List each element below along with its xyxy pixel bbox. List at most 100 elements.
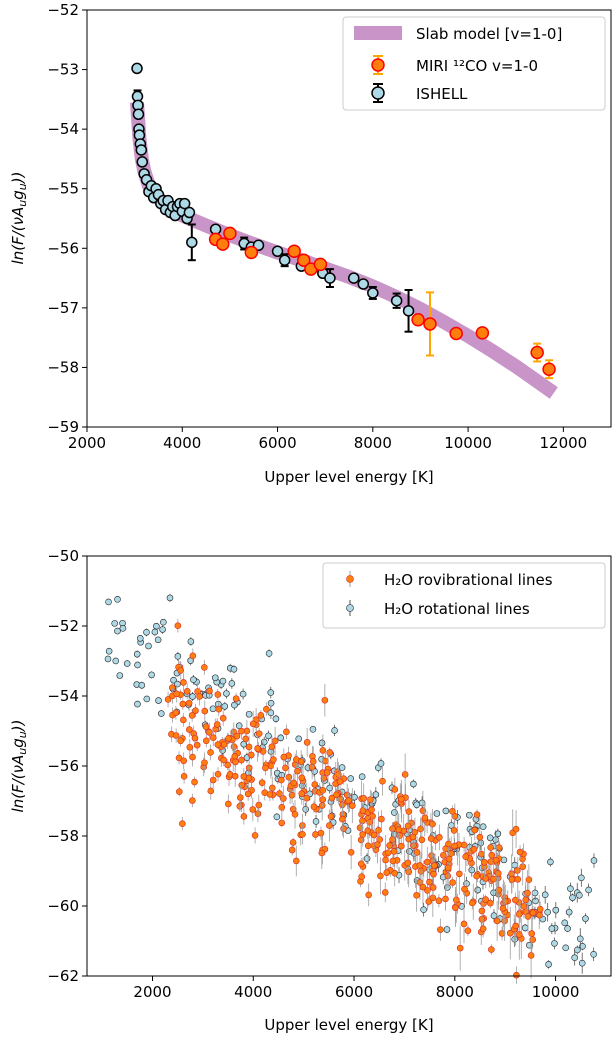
rovibrational-point bbox=[180, 757, 187, 765]
rovibrational-point bbox=[186, 726, 193, 733]
rovibrational-point bbox=[202, 723, 210, 730]
rovibrational-point bbox=[289, 839, 297, 846]
top-miri-points bbox=[208, 226, 556, 380]
legend-miri-marker bbox=[371, 58, 385, 72]
rovibrational-point bbox=[297, 758, 305, 765]
y-tick-label: −57 bbox=[47, 299, 79, 317]
rovibrational-point bbox=[191, 734, 199, 742]
rovibrational-point bbox=[292, 857, 300, 865]
rovibrational-point bbox=[248, 751, 255, 759]
rovibrational-point bbox=[481, 858, 488, 866]
rovibrational-point bbox=[524, 913, 532, 920]
rovibrational-point bbox=[423, 858, 431, 866]
rotational-point bbox=[209, 705, 217, 713]
rovibrational-point bbox=[219, 714, 227, 722]
rovibrational-point bbox=[404, 822, 412, 830]
rovibrational-point bbox=[501, 898, 509, 905]
rovibrational-point bbox=[413, 891, 420, 899]
x-tick-label: 10000 bbox=[532, 983, 580, 1001]
rotational-point bbox=[312, 818, 320, 825]
rotational-point bbox=[190, 676, 197, 683]
rovibrational-point bbox=[333, 791, 340, 799]
rotational-point bbox=[235, 722, 243, 730]
rovibrational-point bbox=[487, 899, 494, 907]
rovibrational-point bbox=[207, 787, 215, 795]
rovibrational-point bbox=[185, 699, 193, 707]
rovibrational-point bbox=[232, 758, 239, 766]
rovibrational-point bbox=[290, 779, 298, 787]
rovibrational-point bbox=[381, 889, 389, 896]
rovibrational-point bbox=[440, 851, 447, 859]
miri-point bbox=[244, 245, 259, 260]
rovibrational-point bbox=[383, 869, 391, 876]
top-x-axis-label: Upper level energy [K] bbox=[264, 468, 433, 486]
rovibrational-point bbox=[179, 820, 186, 827]
rotational-point bbox=[148, 671, 155, 679]
rovibrational-point bbox=[303, 794, 311, 802]
rovibrational-point bbox=[207, 749, 214, 756]
rovibrational-point bbox=[318, 802, 326, 809]
rovibrational-point bbox=[283, 728, 290, 736]
rotational-point bbox=[230, 665, 238, 673]
rovibrational-point bbox=[255, 730, 263, 737]
rovibrational-point bbox=[268, 743, 276, 751]
legend-slab-label: Slab model [v=1-0] bbox=[416, 25, 562, 43]
rotational-point bbox=[479, 823, 487, 830]
rovibrational-point bbox=[224, 761, 231, 769]
rovibrational-point bbox=[189, 652, 197, 660]
rovibrational-point bbox=[378, 815, 385, 823]
rovibrational-point bbox=[424, 887, 431, 894]
rotational-point bbox=[552, 906, 560, 914]
y-tick-label: −54 bbox=[47, 120, 79, 138]
rovibrational-point bbox=[469, 899, 476, 907]
rovibrational-point bbox=[347, 849, 355, 856]
rovibrational-point bbox=[201, 707, 209, 715]
rovibrational-point bbox=[326, 749, 334, 756]
rovibrational-point bbox=[498, 930, 506, 937]
rotational-point bbox=[541, 891, 549, 899]
rovibrational-point bbox=[322, 757, 329, 765]
rovibrational-point bbox=[391, 786, 399, 793]
rotational-point bbox=[114, 627, 121, 635]
rovibrational-point bbox=[254, 745, 261, 752]
rovibrational-point bbox=[276, 790, 283, 797]
rotational-point bbox=[578, 874, 585, 882]
rovibrational-point bbox=[512, 896, 519, 904]
rovibrational-point bbox=[386, 842, 393, 849]
rotational-point bbox=[134, 661, 141, 669]
rotational-point bbox=[318, 739, 326, 747]
rovibrational-point bbox=[192, 707, 199, 714]
rotational-point bbox=[123, 660, 131, 667]
rovibrational-point bbox=[209, 776, 217, 784]
rovibrational-point bbox=[288, 846, 296, 854]
rovibrational-point bbox=[238, 727, 245, 735]
rovibrational-point bbox=[389, 857, 397, 865]
rovibrational-point bbox=[189, 753, 196, 761]
rovibrational-point bbox=[310, 803, 318, 810]
rovibrational-point bbox=[512, 922, 520, 930]
rovibrational-point bbox=[370, 831, 378, 839]
rovibrational-point bbox=[335, 771, 342, 778]
rotational-point bbox=[521, 924, 529, 932]
rovibrational-point bbox=[514, 875, 522, 883]
x-tick-label: 8000 bbox=[354, 434, 392, 452]
rovibrational-point bbox=[389, 836, 396, 843]
rovibrational-point bbox=[418, 836, 426, 844]
rotational-point bbox=[420, 906, 427, 914]
ishell-point bbox=[348, 272, 360, 284]
miri-point bbox=[296, 253, 311, 267]
rotational-point bbox=[391, 809, 398, 816]
x-tick-label: 10000 bbox=[444, 434, 492, 452]
rovibrational-point bbox=[493, 917, 501, 925]
rovibrational-point bbox=[303, 739, 311, 746]
rotational-point bbox=[578, 959, 586, 967]
rotational-point bbox=[143, 628, 150, 636]
rovibrational-point bbox=[177, 667, 185, 674]
rovibrational-point bbox=[430, 870, 437, 878]
rotational-point bbox=[211, 674, 219, 682]
rotational-point bbox=[443, 926, 451, 933]
rotational-point bbox=[273, 813, 281, 821]
rovibrational-point bbox=[449, 879, 456, 886]
rovibrational-point bbox=[390, 848, 398, 855]
rovibrational-point bbox=[451, 842, 458, 850]
